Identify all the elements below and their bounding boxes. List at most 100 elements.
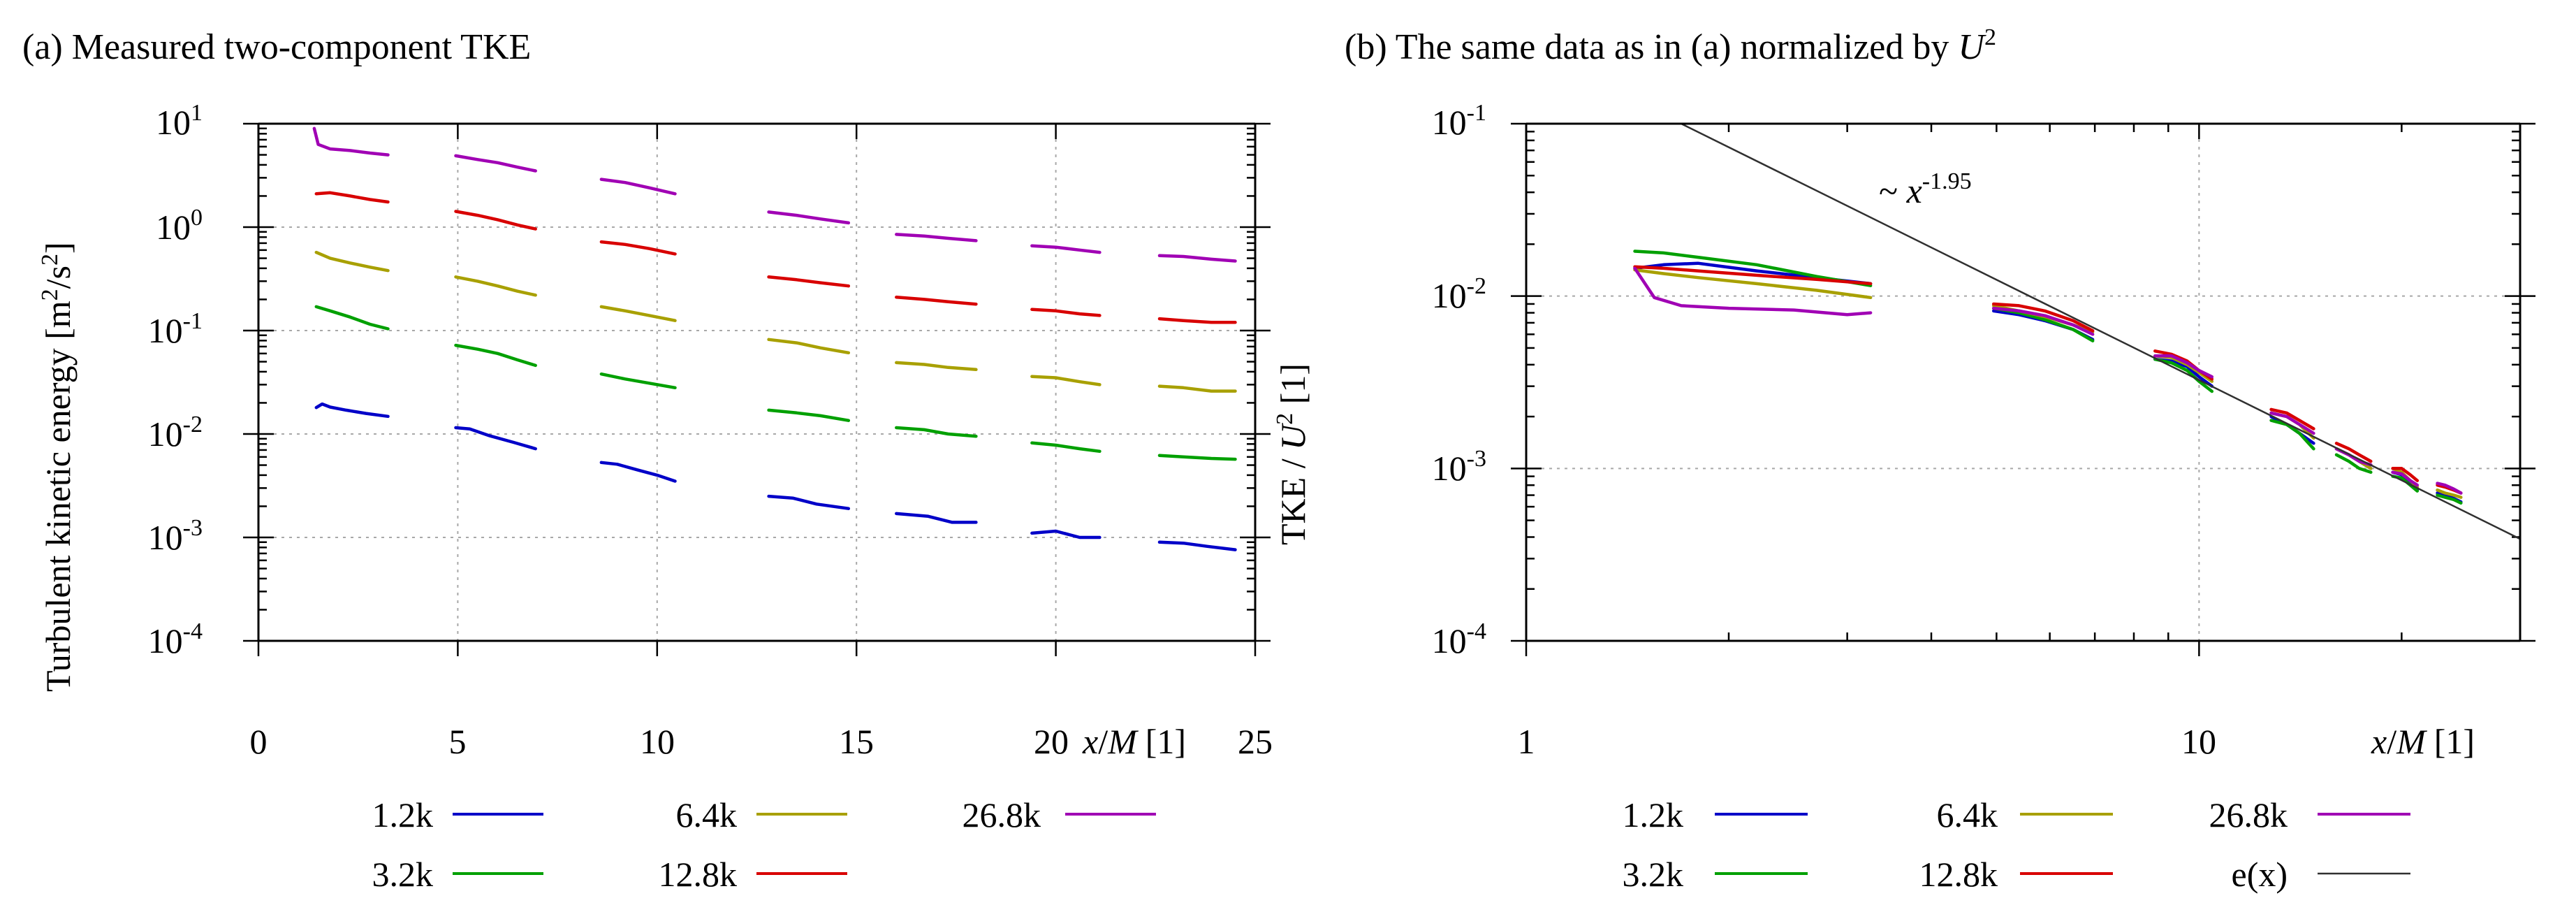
panel-b-ticks	[1511, 122, 2535, 656]
series-26.8k-segment	[312, 126, 390, 157]
legend-label-1.2k: 1.2k	[372, 795, 434, 834]
series-1.2k-segment	[454, 426, 537, 451]
panel-b-series	[1633, 249, 2463, 505]
series-3.2k-segment	[1633, 249, 1873, 287]
panel-b-legend: 1.2k 3.2k 6.4k 12.8k 26.8k e(x)	[1623, 795, 2410, 894]
panel-b-xtick-label: 10	[2181, 722, 2216, 761]
series-26.8k-segment	[2153, 354, 2214, 379]
series-26.8k-segment	[1157, 254, 1237, 263]
legend-label-12.8k: 12.8k	[659, 855, 738, 894]
panel-a-ytick-label: 100	[156, 205, 203, 247]
series-12.8k-segment	[2334, 442, 2373, 463]
series-26.8k-segment	[2269, 411, 2315, 435]
panel-a-ytick-label: 10-3	[148, 515, 203, 557]
series-12.8k-segment	[1633, 265, 1873, 286]
panel-a-title: (a) Measured two-component TKE	[22, 27, 531, 67]
panel-a-chart: (a) Measured two-component TKE Turbulent…	[22, 27, 1273, 894]
series-3.2k-segment	[1157, 454, 1237, 461]
panel-a-xtick-label: 15	[839, 722, 874, 761]
series-26.8k-segment	[2436, 482, 2463, 495]
series-6.4k-segment	[2436, 488, 2463, 499]
series-12.8k-segment	[454, 210, 537, 231]
series-3.2k-segment	[454, 343, 537, 368]
series-26.8k-segment	[2391, 470, 2420, 487]
series-3.2k-segment	[895, 426, 978, 438]
panel-a-legend: 1.2k 3.2k 6.4k 12.8k 26.8k	[372, 795, 1156, 894]
panel-a-ticks	[243, 122, 1271, 656]
legend-label-fit: e(x)	[2232, 855, 2288, 894]
series-6.4k-segment	[1157, 384, 1237, 393]
panel-a-x-axis-label: x/M [1]	[1082, 722, 1186, 761]
panel-a-ytick-label: 10-2	[148, 412, 203, 454]
series-26.8k-segment	[1991, 306, 2095, 336]
series-1.2k-segment	[599, 461, 677, 483]
series-26.8k-segment	[1633, 266, 1873, 317]
panel-b-ytick-label: 10-4	[1432, 618, 1486, 660]
legend-label-26.8k: 26.8k	[963, 795, 1041, 834]
panel-b-chart: (b) The same data as in (a) normalized b…	[1272, 24, 2535, 894]
panel-b-ytick-label: 10-3	[1432, 446, 1486, 488]
panel-a-xtick-label: 0	[250, 722, 268, 761]
panel-a-ytick-label: 10-4	[148, 618, 203, 660]
series-12.8k-segment	[895, 296, 978, 306]
panel-b-fit	[1681, 122, 2521, 540]
panel-a-xtick-label: 20	[1034, 722, 1069, 761]
fit-line	[1681, 122, 2521, 540]
panel-a-series	[312, 126, 1237, 551]
series-6.4k-segment	[454, 275, 537, 297]
series-3.2k-segment	[314, 305, 390, 331]
panel-a-xtick-label: 25	[1238, 722, 1273, 761]
series-26.8k-segment	[895, 233, 978, 243]
panel-b-gridlines	[1526, 124, 2520, 641]
series-3.2k-segment	[599, 372, 677, 390]
legend-label-26.8k: 26.8k	[2209, 795, 2288, 834]
series-12.8k-segment	[2269, 407, 2315, 430]
panel-b-annotation: ~ x-1.95	[1879, 168, 1972, 210]
panel-a-xtick-label: 5	[449, 722, 467, 761]
series-3.2k-segment	[2269, 419, 2315, 451]
series-12.8k-segment	[599, 240, 677, 256]
series-6.4k-segment	[767, 338, 851, 355]
series-6.4k-segment	[1030, 375, 1102, 386]
series-6.4k-segment	[314, 250, 390, 273]
series-12.8k-segment	[314, 191, 390, 204]
panel-b-ytick-label: 10-1	[1432, 100, 1486, 142]
panel-b-y-axis-label: TKE / U2 [1]	[1272, 363, 1312, 545]
series-12.8k-segment	[1157, 317, 1237, 324]
panel-b-xtick-label: 1	[1518, 722, 1535, 761]
panel-b-title: (b) The same data as in (a) normalized b…	[1345, 24, 1996, 67]
legend-label-12.8k: 12.8k	[1919, 855, 1998, 894]
series-3.2k-segment	[2436, 493, 2463, 505]
panel-b-x-axis-label: x/M [1]	[2371, 722, 2475, 761]
legend-label-1.2k: 1.2k	[1623, 795, 1684, 834]
series-12.8k-segment	[1991, 302, 2095, 333]
series-26.8k-segment	[454, 154, 537, 173]
series-1.2k-segment	[895, 512, 978, 524]
panel-a-y-axis-label: Turbulent kinetic energy [m2/s2]	[37, 242, 78, 692]
series-3.2k-segment	[767, 408, 851, 422]
panel-a-ytick-label: 101	[156, 100, 203, 142]
panel-a-gridlines	[258, 124, 1255, 641]
panel-a-xtick-label: 10	[640, 722, 675, 761]
series-1.2k-segment	[1030, 529, 1102, 540]
series-3.2k-segment	[1030, 441, 1102, 454]
series-12.8k-segment	[767, 275, 851, 288]
series-6.4k-segment	[895, 361, 978, 372]
series-12.8k-segment	[2391, 467, 2420, 482]
series-1.2k-segment	[314, 402, 390, 419]
panel-b-ytick-label: 10-2	[1432, 273, 1486, 315]
series-6.4k-segment	[599, 305, 677, 322]
series-26.8k-segment	[599, 178, 677, 196]
series-12.8k-segment	[1030, 307, 1102, 317]
panel-a-ytick-label: 10-1	[148, 308, 203, 350]
series-1.2k-segment	[1157, 540, 1237, 551]
legend-label-6.4k: 6.4k	[676, 795, 738, 834]
legend-label-6.4k: 6.4k	[1937, 795, 1998, 834]
series-3.2k-segment	[2334, 453, 2373, 475]
series-6.4k-segment	[1633, 268, 1873, 300]
series-26.8k-segment	[1030, 244, 1102, 254]
series-1.2k-segment	[767, 494, 851, 510]
series-3.2k-segment	[2153, 357, 2214, 393]
legend-label-3.2k: 3.2k	[372, 855, 434, 894]
